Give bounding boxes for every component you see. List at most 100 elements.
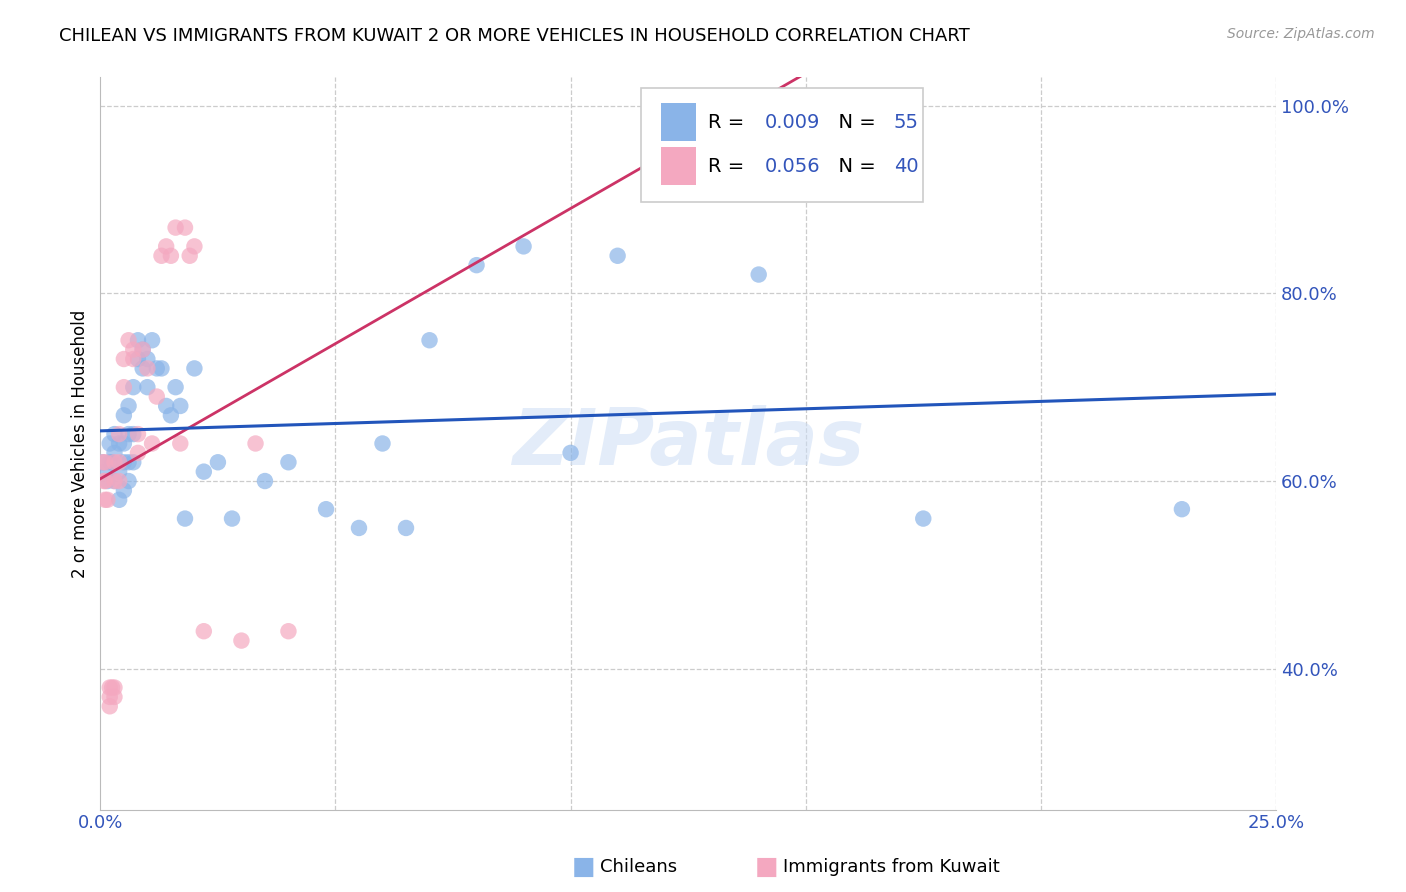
Point [606, 249, 628, 263]
Point [108, 492, 131, 507]
Point [98, 699, 121, 714]
Point [165, 220, 187, 235]
Point [108, 427, 131, 442]
Point [141, 333, 163, 347]
Point [155, 399, 177, 413]
Text: Chileans: Chileans [600, 858, 678, 876]
Point [96, 474, 118, 488]
Point [207, 455, 229, 469]
Point [127, 333, 149, 347]
Point [122, 380, 145, 394]
Point [103, 690, 125, 704]
Point [108, 465, 131, 479]
Bar [661, 147, 696, 185]
Text: ■: ■ [572, 855, 595, 879]
Point [150, 361, 173, 376]
Point [103, 474, 125, 488]
Point [131, 343, 153, 357]
Point [141, 436, 163, 450]
Point [131, 343, 153, 357]
Point [117, 474, 139, 488]
Point [155, 239, 177, 253]
Bar [661, 103, 696, 141]
Point [231, 633, 253, 648]
Point [103, 427, 125, 442]
Point [127, 446, 149, 460]
Point [131, 361, 153, 376]
Point [748, 268, 770, 282]
Point [93, 474, 115, 488]
Point [112, 436, 135, 450]
Point [912, 511, 935, 525]
Point [98, 436, 121, 450]
Text: ZIPatlas: ZIPatlas [512, 406, 865, 482]
Point [112, 409, 135, 423]
Point [1171, 502, 1194, 516]
Point [160, 409, 183, 423]
Point [253, 474, 276, 488]
Point [108, 436, 131, 450]
Point [117, 455, 139, 469]
Text: CHILEAN VS IMMIGRANTS FROM KUWAIT 2 OR MORE VEHICLES IN HOUSEHOLD CORRELATION CH: CHILEAN VS IMMIGRANTS FROM KUWAIT 2 OR M… [59, 27, 970, 45]
Point [347, 521, 370, 535]
Point [94, 455, 117, 469]
Point [91, 455, 114, 469]
Point [193, 465, 215, 479]
Point [174, 220, 197, 235]
Point [103, 455, 125, 469]
Point [94, 474, 117, 488]
Point [108, 474, 131, 488]
Point [183, 361, 205, 376]
Point [277, 624, 299, 639]
Point [179, 249, 201, 263]
Point [315, 502, 337, 516]
Text: N =: N = [825, 156, 882, 176]
Point [165, 380, 187, 394]
Point [183, 239, 205, 253]
Point [117, 333, 139, 347]
Point [91, 455, 114, 469]
Point [127, 351, 149, 366]
Text: Source: ZipAtlas.com: Source: ZipAtlas.com [1227, 27, 1375, 41]
Point [103, 474, 125, 488]
Point [98, 455, 121, 469]
Point [512, 239, 534, 253]
Point [122, 455, 145, 469]
Point [371, 436, 394, 450]
Point [103, 681, 125, 695]
Point [101, 455, 124, 469]
Y-axis label: 2 or more Vehicles in Household: 2 or more Vehicles in Household [72, 310, 89, 578]
Point [127, 427, 149, 442]
Point [122, 343, 145, 357]
Point [465, 258, 488, 272]
Point [112, 455, 135, 469]
Point [122, 427, 145, 442]
Text: R =: R = [709, 156, 751, 176]
Text: R =: R = [709, 112, 751, 132]
FancyBboxPatch shape [641, 88, 924, 202]
Point [112, 351, 135, 366]
Text: N =: N = [825, 112, 882, 132]
Point [122, 351, 145, 366]
Point [174, 511, 197, 525]
Point [277, 455, 299, 469]
Text: 0.056: 0.056 [765, 156, 820, 176]
Point [136, 361, 159, 376]
Text: 55: 55 [894, 112, 920, 132]
Point [112, 483, 135, 498]
Point [221, 511, 243, 525]
Text: Immigrants from Kuwait: Immigrants from Kuwait [783, 858, 1000, 876]
Point [117, 427, 139, 442]
Point [395, 521, 418, 535]
Point [160, 249, 183, 263]
Point [169, 399, 191, 413]
Point [418, 333, 440, 347]
Point [108, 455, 131, 469]
Point [169, 436, 191, 450]
Point [117, 399, 139, 413]
Point [94, 465, 117, 479]
Point [150, 249, 173, 263]
Point [103, 446, 125, 460]
Point [101, 681, 124, 695]
Point [98, 690, 121, 704]
